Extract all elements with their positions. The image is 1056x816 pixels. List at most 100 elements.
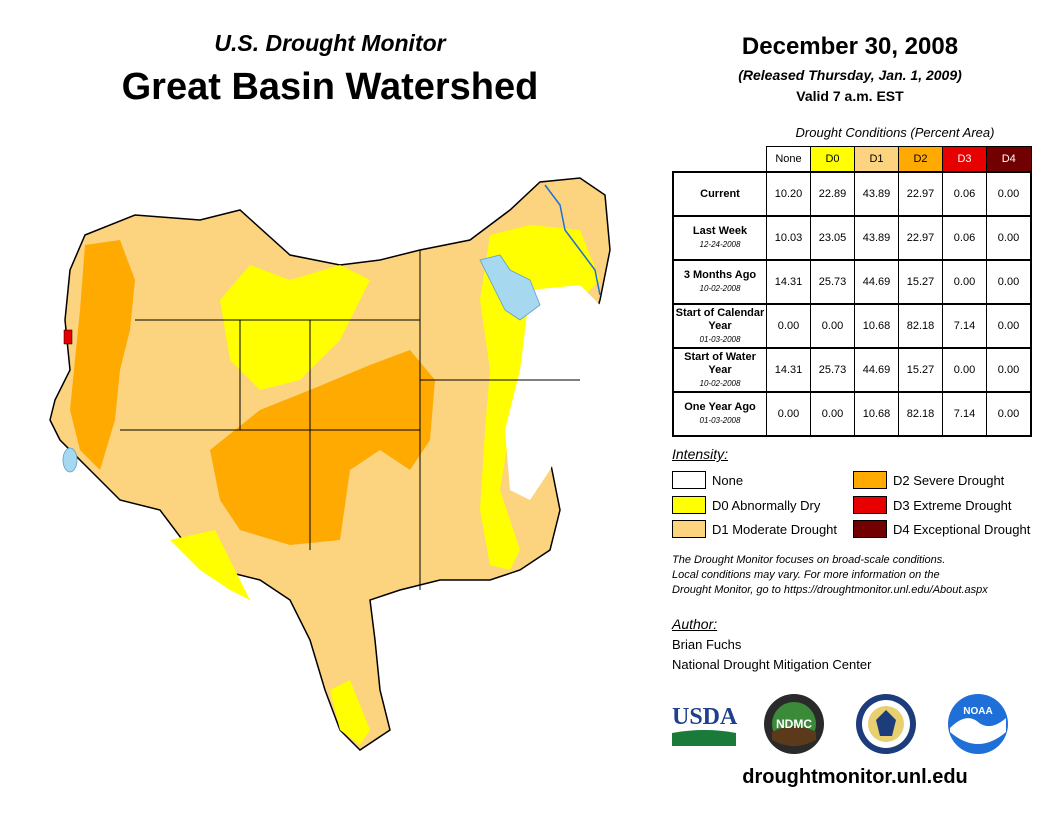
river-line: [544, 184, 601, 296]
table-cell: 14.31: [766, 259, 811, 305]
table-cell: 0.06: [942, 171, 987, 217]
website-url[interactable]: droughtmonitor.unl.edu: [742, 766, 968, 788]
legend-item-d4: D4 Exceptional Drought: [853, 520, 1030, 538]
legend-label: D0 Abnormally Dry: [712, 497, 821, 513]
ndmc-logo: NDMC: [764, 694, 824, 754]
legend-swatch: [672, 471, 706, 489]
table-cell: 0.00: [986, 391, 1032, 437]
row-date: 10-02-2008: [699, 378, 741, 388]
table-row: Current 10.20 22.89 43.89 22.97 0.06 0.00: [672, 171, 1032, 217]
author-name: Brian Fuchs: [672, 637, 742, 652]
release-date: (Released Thursday, Jan. 1, 2009): [738, 67, 962, 83]
table-cell: 7.14: [942, 303, 987, 349]
table-cell: 10.20: [766, 171, 811, 217]
table-cell: 25.73: [810, 347, 855, 393]
table-cell: 0.00: [986, 215, 1032, 261]
header-none: None: [766, 146, 811, 173]
noaa-logo-text: NOAA: [963, 706, 992, 717]
row-label: 3 Months Ago 10-02-2008: [672, 259, 767, 305]
region-d0-north: [220, 265, 370, 390]
table-caption: Drought Conditions (Percent Area): [795, 125, 995, 140]
legend-item-d2: D2 Severe Drought: [853, 471, 1004, 489]
row-label: Current: [672, 171, 767, 217]
legend-swatch: [853, 496, 887, 514]
row-label-text: One Year Ago: [684, 401, 756, 413]
map-subtitle: U.S. Drought Monitor: [214, 30, 446, 56]
table-cell: 0.00: [942, 347, 987, 393]
author-org: National Drought Mitigation Center: [672, 657, 872, 672]
region-none-east: [505, 285, 605, 500]
table-cell: 23.05: [810, 215, 855, 261]
table-cell: 44.69: [854, 347, 899, 393]
table-cell: 15.27: [898, 259, 943, 305]
table-corner: [673, 147, 767, 173]
map-title: Great Basin Watershed: [121, 66, 539, 108]
table-cell: 43.89: [854, 171, 899, 217]
row-label: Start of Calendar Year 01-03-2008: [672, 303, 767, 349]
legend-item-d1: D1 Moderate Drought: [672, 520, 837, 538]
note-line: Drought Monitor, go to https://droughtmo…: [672, 584, 988, 596]
table-cell: 0.00: [986, 347, 1032, 393]
table-cell: 44.69: [854, 259, 899, 305]
legend-title: Intensity:: [672, 446, 729, 462]
row-label: Start of Water Year 10-02-2008: [672, 347, 767, 393]
table-cell: 22.97: [898, 171, 943, 217]
legend-swatch: [672, 520, 706, 538]
table-cell: 14.31: [766, 347, 811, 393]
usda-logo: USDA: [671, 704, 738, 746]
row-label-text: Current: [700, 187, 740, 200]
table-cell: 25.73: [810, 259, 855, 305]
table-cell: 0.00: [986, 171, 1032, 217]
region-d0-south: [170, 530, 370, 745]
region-d3-spot: [63, 329, 73, 345]
table-cell: 0.00: [810, 391, 855, 437]
header-d2: D2: [898, 146, 943, 173]
state-borders: [120, 250, 580, 590]
table-cell: 15.27: [898, 347, 943, 393]
table-cell: 10.68: [854, 391, 899, 437]
map-date: December 30, 2008: [741, 33, 959, 60]
great-salt-lake: [479, 254, 541, 321]
table-cell: 22.89: [810, 171, 855, 217]
disclaimer-note: The Drought Monitor focuses on broad-sca…: [672, 553, 1042, 598]
author-title: Author:: [672, 616, 718, 632]
legend-label: D1 Moderate Drought: [712, 521, 838, 537]
legend-item-d0: D0 Abnormally Dry: [672, 496, 820, 514]
row-label: Last Week 12-24-2008: [672, 215, 767, 261]
table-cell: 10.68: [854, 303, 899, 349]
row-date: 12-24-2008: [699, 240, 741, 249]
table-cell: 0.00: [766, 303, 811, 349]
legend-item-none: None: [672, 471, 743, 489]
legend-swatch: [672, 496, 706, 514]
row-label-text: Start of Water Year: [684, 350, 756, 376]
table-cell: 0.00: [810, 303, 855, 349]
header-d3: D3: [942, 146, 987, 173]
row-label: One Year Ago 01-03-2008: [672, 391, 767, 437]
header-d0: D0: [810, 146, 855, 173]
row-date: 01-03-2008: [699, 416, 741, 425]
row-label-text: Last Week: [692, 225, 748, 237]
note-line: The Drought Monitor focuses on broad-sca…: [672, 554, 946, 566]
drought-conditions-table: None D0 D1 D2 D3 D4 Current 10.20 22.89 43.…: [672, 146, 1032, 437]
table-cell: 0.00: [986, 303, 1032, 349]
table-cell: 82.18: [898, 391, 943, 437]
legend-item-d3: D3 Extreme Drought: [853, 496, 1012, 514]
ndmc-logo-text: NDMC: [776, 717, 812, 731]
commerce-seal: [856, 694, 916, 754]
legend-label: D2 Severe Drought: [893, 472, 1005, 488]
legend-label: None: [712, 472, 744, 488]
table-row: Start of Water Year 10-02-2008 14.31 25.73 4…: [672, 347, 1032, 393]
valid-time: Valid 7 a.m. EST: [796, 88, 904, 104]
table-cell: 0.00: [986, 259, 1032, 305]
table-cell: 7.14: [942, 391, 987, 437]
table-cell: 0.00: [766, 391, 811, 437]
noaa-logo: NOAA: [948, 694, 1008, 754]
table-cell: 10.03: [766, 215, 811, 261]
drought-map: [49, 177, 611, 751]
usda-logo-text: USDA: [672, 704, 738, 730]
legend-swatch: [853, 520, 887, 538]
note-line: Local conditions may vary. For more info…: [672, 569, 940, 581]
legend-swatch: [853, 471, 887, 489]
table-cell: 0.00: [942, 259, 987, 305]
table-cell: 22.97: [898, 215, 943, 261]
